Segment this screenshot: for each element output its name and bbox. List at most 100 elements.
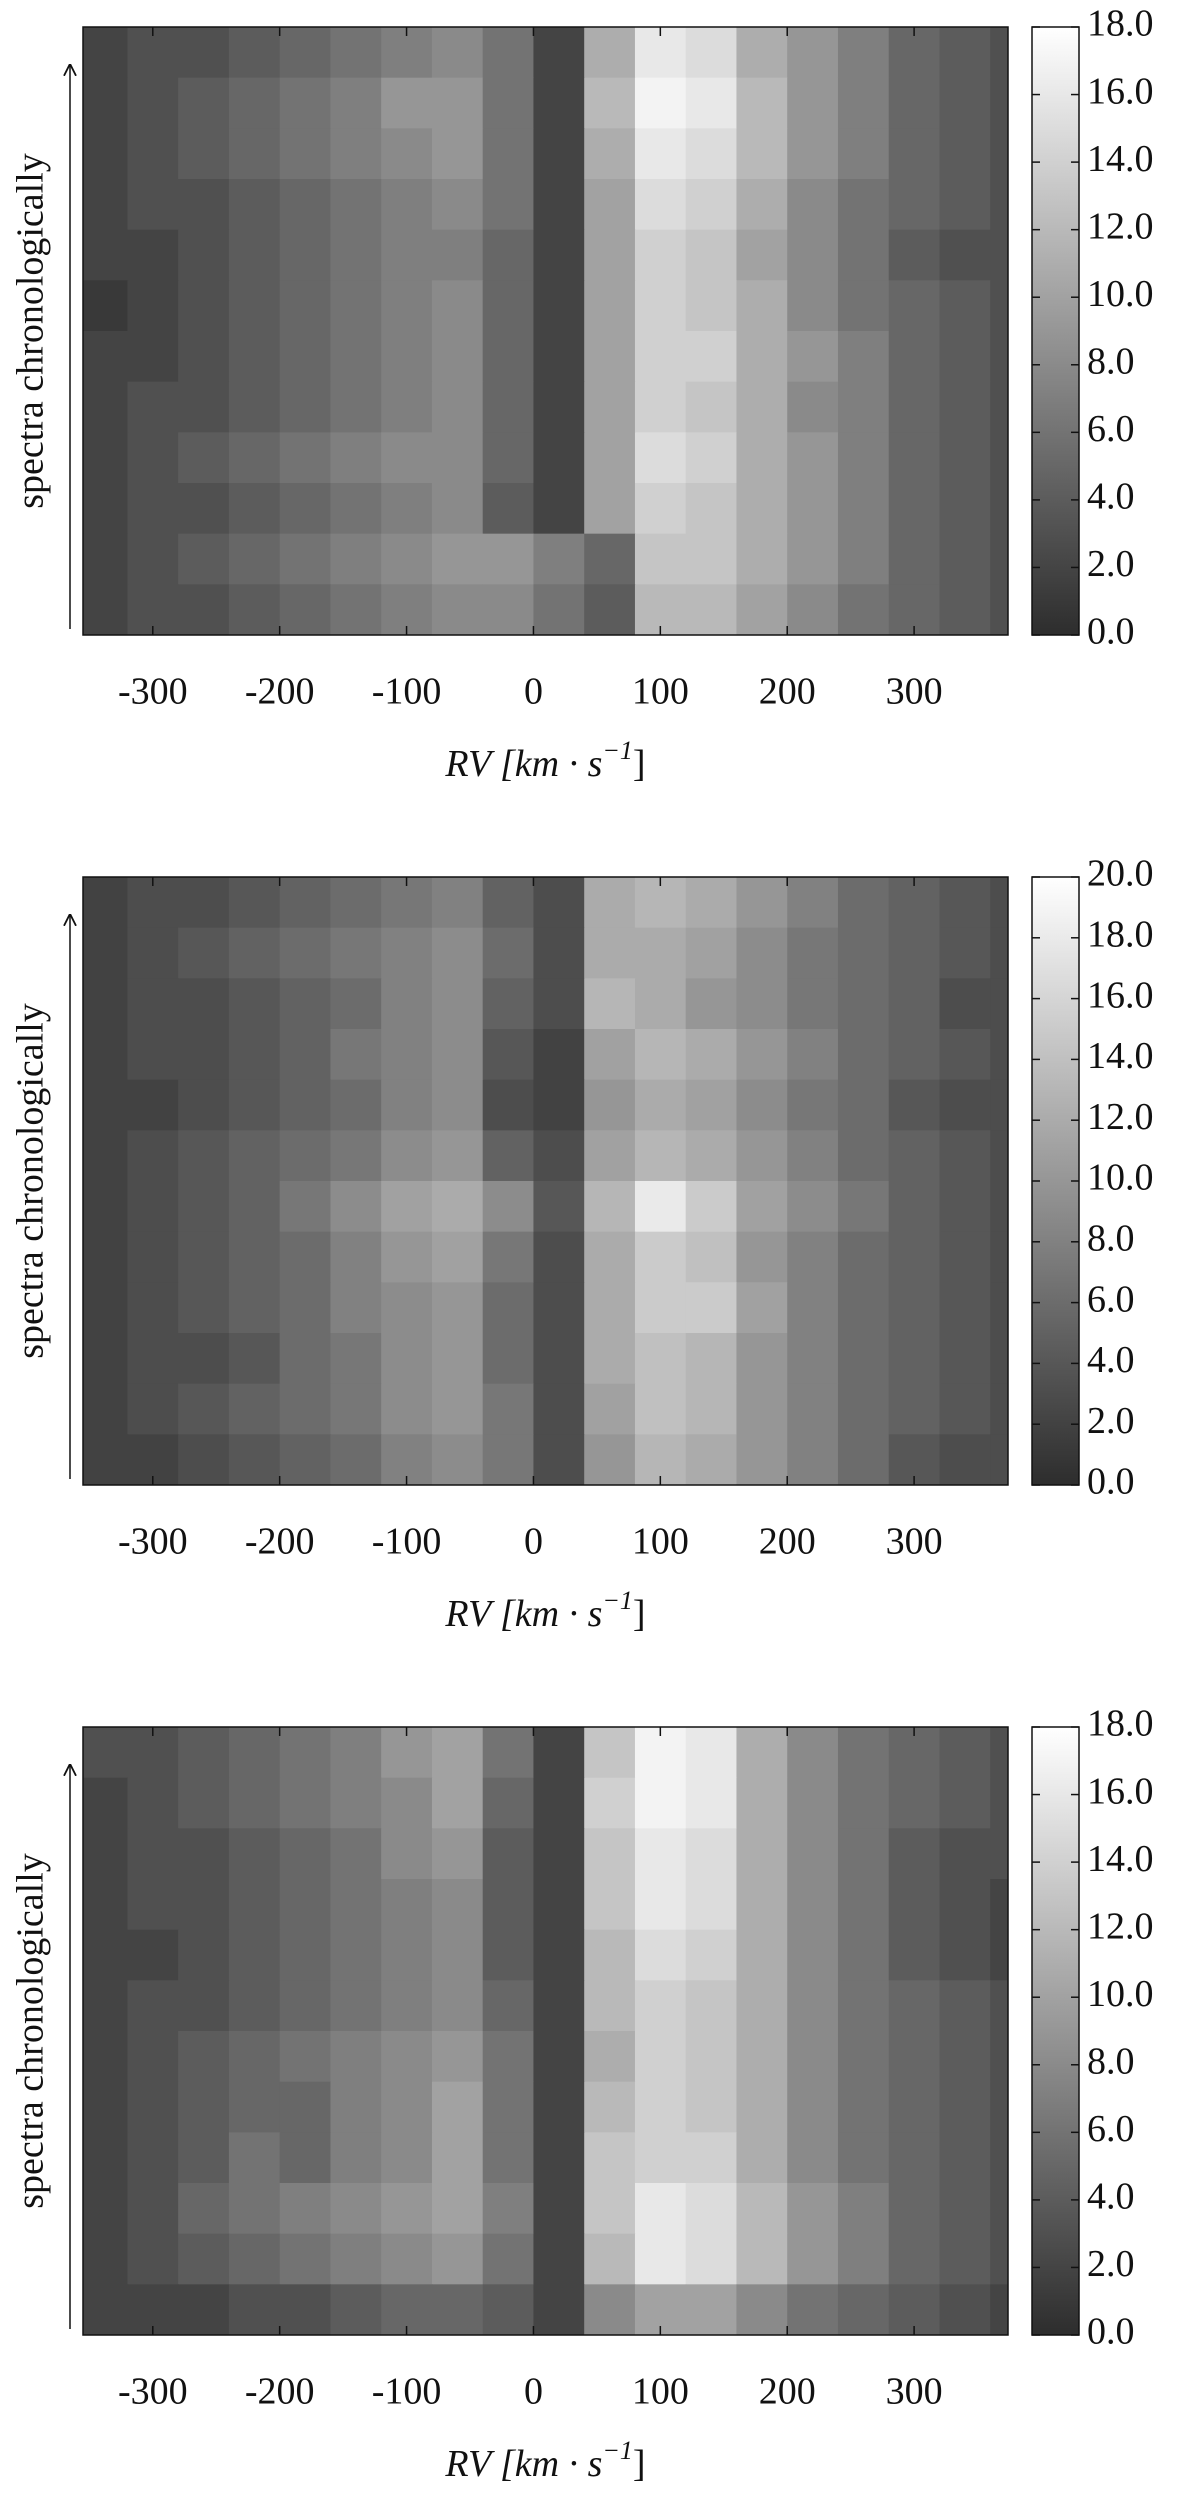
heatmap-cell: [736, 1079, 788, 1131]
heatmap-cell: [178, 1383, 230, 1435]
heatmap-cell: [83, 1828, 129, 1880]
heatmap-cell: [533, 927, 585, 979]
heatmap-cell: [837, 1282, 890, 1334]
heatmap-cell: [787, 2031, 839, 2083]
heatmap-cell: [685, 877, 738, 929]
heatmap-cell: [330, 533, 382, 585]
heatmap-cell: [381, 1929, 433, 1981]
heatmap-cell: [990, 2233, 1008, 2285]
heatmap-cell: [634, 128, 687, 180]
heatmap-cell: [83, 27, 129, 79]
colorbar-tick-label: 18.0: [1087, 3, 1154, 45]
heatmap-cell: [685, 2183, 738, 2235]
heatmap-cell: [279, 927, 332, 979]
heatmap-cell: [837, 1029, 890, 1081]
heatmap-cell: [939, 1383, 991, 1435]
heatmap-cell: [787, 432, 839, 484]
heatmap-cell: [83, 2183, 129, 2235]
heatmap-cell: [736, 128, 788, 180]
colorbar-tick-label: 16.0: [1087, 974, 1154, 1016]
heatmap-cell: [482, 27, 535, 79]
heatmap-cell: [178, 1231, 230, 1283]
heatmap-cell: [584, 1333, 636, 1385]
heatmap-cell: [736, 2031, 788, 2083]
heatmap-cell: [787, 27, 839, 79]
heatmap-cell: [127, 2081, 179, 2133]
heatmap-cell: [482, 331, 535, 383]
heatmap-cell: [431, 1828, 484, 1880]
heatmap-cell: [685, 1282, 738, 1334]
heatmap-cell: [685, 179, 738, 231]
heatmap-cell: [330, 432, 382, 484]
heatmap-cell: [381, 1828, 433, 1880]
heatmap-cell: [584, 1929, 636, 1981]
heatmap-cell: [431, 280, 484, 332]
heatmap-cell: [330, 1130, 382, 1182]
heatmap-cell: [888, 77, 941, 129]
heatmap-cell: [939, 1181, 991, 1233]
heatmap-cell: [634, 1231, 687, 1283]
heatmap-cell: [584, 978, 636, 1030]
heatmap-cell: [381, 432, 433, 484]
heatmap-cell: [787, 1231, 839, 1283]
y-axis-label: spectra chronologically: [10, 153, 52, 509]
heatmap-cell: [228, 1130, 281, 1182]
heatmap-cell: [228, 2132, 281, 2184]
heatmap-cell: [482, 432, 535, 484]
heatmap-cell: [685, 432, 738, 484]
heatmap-cell: [685, 1879, 738, 1931]
heatmap-cell: [533, 1231, 585, 1283]
heatmap-cell: [482, 1282, 535, 1334]
heatmap-cell: [228, 2081, 281, 2133]
heatmap-cell: [381, 1231, 433, 1283]
heatmap: [83, 1727, 1008, 2335]
heatmap-cell: [178, 978, 230, 1030]
heatmap-cell: [939, 1333, 991, 1385]
heatmap-cell: [330, 1029, 382, 1081]
heatmap-cell: [83, 1383, 129, 1435]
heatmap-cell: [939, 1434, 991, 1485]
heatmap-cell: [939, 877, 991, 929]
heatmap-cell: [431, 1079, 484, 1131]
heatmap-cell: [939, 2284, 991, 2335]
heatmap-cell: [533, 2132, 585, 2184]
heatmap-cell: [837, 2233, 890, 2285]
heatmap-cell: [990, 179, 1008, 231]
heatmap-cell: [634, 432, 687, 484]
plot-frame: [82, 26, 1009, 636]
heatmap-cell: [533, 77, 585, 129]
heatmap-cell: [178, 1130, 230, 1182]
heatmap-cell: [888, 1383, 941, 1435]
heatmap-cell: [837, 1879, 890, 1931]
heatmap-cell: [990, 2183, 1008, 2235]
colorbar-tick-label: 16.0: [1087, 70, 1154, 112]
heatmap-cell: [381, 1980, 433, 2032]
heatmap-cell: [127, 1980, 179, 2032]
heatmap-cell: [634, 2031, 687, 2083]
heatmap-cell: [990, 2081, 1008, 2133]
heatmap-cell: [431, 432, 484, 484]
heatmap-cell: [736, 280, 788, 332]
heatmap-cell: [990, 1282, 1008, 1334]
heatmap-cell: [431, 1130, 484, 1182]
x-tick-label: 0: [524, 671, 543, 713]
heatmap-cell: [888, 128, 941, 180]
x-tick-label: 100: [632, 671, 689, 713]
heatmap-cell: [279, 1130, 332, 1182]
heatmap-cell: [634, 927, 687, 979]
heatmap-cell: [178, 927, 230, 979]
heatmap-cell: [431, 1879, 484, 1931]
heatmap-cell: [787, 877, 839, 929]
colorbar-tick-label: 12.0: [1087, 1905, 1154, 1947]
heatmap-cell: [127, 331, 179, 383]
heatmap-cell: [431, 533, 484, 585]
heatmap-cell: [431, 927, 484, 979]
heatmap-cell: [127, 1282, 179, 1334]
heatmap-cell: [787, 1383, 839, 1435]
heatmap-cell: [83, 584, 129, 635]
heatmap-cell: [787, 179, 839, 231]
heatmap-cell: [888, 2031, 941, 2083]
heatmap-cell: [533, 1383, 585, 1435]
heatmap-cell: [939, 179, 991, 231]
